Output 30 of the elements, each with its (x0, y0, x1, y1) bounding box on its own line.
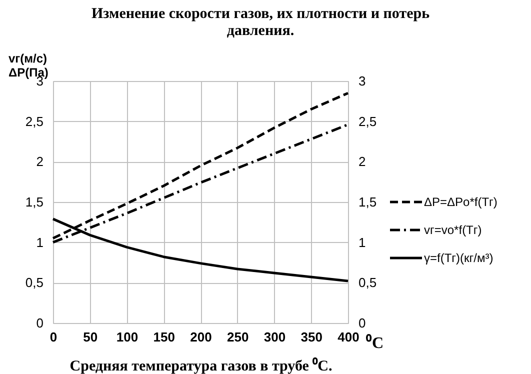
y2-tick-label: 0,5 (358, 275, 377, 290)
y2-tick-label: 1 (358, 234, 366, 250)
x-tick-label: 400 (338, 330, 360, 344)
y2-tick-label: 3 (358, 74, 366, 88)
y2-tick-label: 0 (358, 316, 366, 330)
y-tick-label: 0 (36, 316, 44, 330)
y2-tick-label: 2,5 (358, 114, 377, 129)
y-tick-label: 1 (36, 234, 44, 250)
y2-tick-label: 2 (358, 154, 366, 170)
x-tick-label: 250 (227, 330, 249, 344)
legend-label: vг=vо*f(Tг) (424, 223, 482, 237)
x-tick-label: 0 (50, 330, 58, 344)
x-tick-label: 350 (300, 330, 322, 344)
x-tick-label: 300 (264, 330, 286, 344)
legend-label: γ=f(Tг)(кг/м³) (424, 251, 494, 265)
legend-label: ΔP=ΔPо*f(Tг) (424, 195, 498, 209)
y-tick-label: 1,5 (25, 194, 44, 210)
text: ⁰C (365, 334, 384, 352)
text: vг(м/с) (8, 52, 48, 66)
x-tick-label: 100 (116, 330, 138, 344)
y-tick-label: 2 (36, 154, 44, 170)
x-tick-label: 200 (190, 330, 212, 344)
x-tick-label: 150 (153, 330, 175, 344)
y-tick-label: 2,5 (25, 114, 44, 129)
text: давления. (226, 23, 294, 39)
y-tick-label: 0,5 (25, 275, 44, 290)
x-tick-label: 50 (83, 330, 98, 344)
x-axis-title: Средняя температура газов в трубе ⁰С. (70, 356, 332, 374)
text: Изменение скорости газов, их плотности и потерь (91, 6, 430, 22)
y2-tick-label: 1,5 (358, 194, 377, 210)
